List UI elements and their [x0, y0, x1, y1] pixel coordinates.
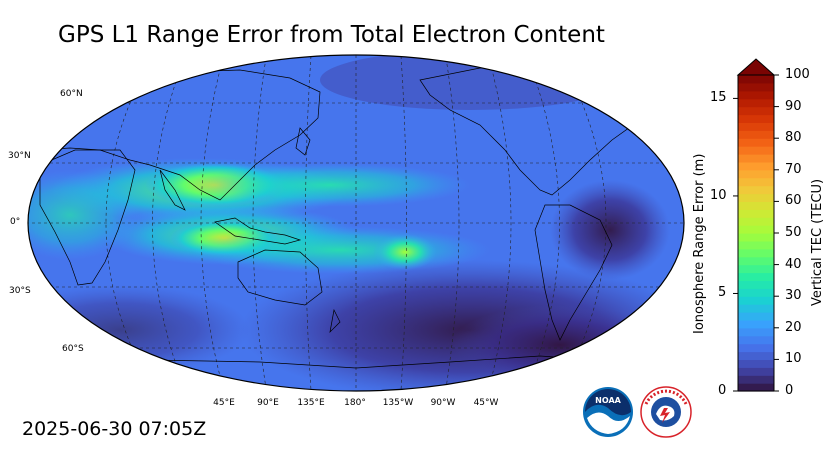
right-tick-label: 80 — [785, 130, 802, 146]
lat-label-0: 0° — [10, 217, 21, 227]
right-axis-label: Vertical TEC (TECU) — [810, 178, 825, 306]
right-tick-label: 100 — [785, 67, 810, 82]
nws-logo — [640, 386, 692, 438]
colorbar-segment — [738, 233, 774, 242]
colorbar-segment — [738, 169, 774, 179]
colorbar-segment — [738, 319, 774, 329]
colorbar-segment — [738, 312, 774, 321]
colorbar-segment — [738, 185, 774, 195]
colorbar-segment — [738, 90, 774, 100]
right-tick-label: 40 — [785, 256, 802, 272]
globe-outline — [27, 54, 685, 392]
colorbar-segment — [738, 146, 774, 155]
colorbar-segment — [738, 367, 774, 376]
right-tick-label: 90 — [785, 98, 802, 114]
noaa-logo: NOAA — [583, 387, 633, 437]
lon-label-45e: 45°E — [213, 398, 235, 408]
left-tick-label: 0 — [718, 383, 727, 398]
colorbar-segment — [738, 272, 774, 281]
colorbar-segment — [738, 296, 774, 305]
colorbar-segment — [738, 122, 774, 131]
left-tick-label: 15 — [710, 90, 727, 106]
colorbar-left-ticks — [733, 97, 738, 392]
colorbar-segment — [738, 130, 774, 139]
colorbar-segment — [738, 193, 774, 202]
colorbar-segment — [738, 114, 774, 123]
colorbar-segment — [738, 304, 774, 313]
colorbar-segment — [738, 209, 774, 218]
colorbar-segment — [738, 106, 774, 116]
colorbar-segment — [738, 256, 774, 266]
lat-label-30s: 30°S — [9, 286, 31, 296]
colorbar-segment — [738, 138, 774, 147]
right-tick-label: 10 — [785, 351, 802, 367]
colorbar-segment — [738, 201, 774, 210]
colorbar-segment — [738, 288, 774, 297]
colorbar-segment — [738, 327, 774, 337]
lon-label-135w: 135°W — [382, 398, 414, 408]
left-axis-label: Ionosphere Range Error (m) — [692, 153, 707, 334]
right-tick-label: 20 — [785, 319, 802, 335]
colorbar-segment — [738, 383, 774, 392]
colorbar-segment — [738, 264, 774, 274]
colorbar-segment — [738, 248, 774, 258]
left-tick-label: 10 — [710, 187, 727, 203]
colorbar-segment — [738, 359, 774, 368]
left-tick-label: 5 — [718, 285, 727, 301]
colorbar-segment — [738, 351, 774, 360]
right-tick-label: 60 — [785, 193, 802, 209]
colorbar-segments — [738, 75, 774, 392]
colorbar-segment — [738, 280, 774, 289]
colorbar-extend-arrow — [736, 58, 776, 76]
lon-label-45w: 45°W — [473, 398, 499, 408]
lat-label-60n: 60°N — [60, 89, 83, 99]
colorbar-segment — [738, 177, 774, 187]
lon-label-135e: 135°E — [297, 398, 325, 408]
colorbar-segment — [738, 240, 774, 250]
lon-label-180: 180° — [344, 398, 366, 408]
colorbar-segment — [738, 75, 774, 84]
colorbar-segment — [738, 225, 774, 234]
noaa-logo-text: NOAA — [595, 396, 621, 405]
lon-label-90e: 90°E — [257, 398, 279, 408]
right-tick-label: 50 — [785, 225, 802, 240]
colorbar-segment — [738, 82, 774, 92]
colorbar-segment — [738, 217, 774, 226]
timestamp: 2025-06-30 07:05Z — [22, 418, 207, 440]
right-tick-label: 70 — [785, 161, 802, 177]
colorbar-right-ticks — [774, 74, 779, 392]
colorbar-segment — [738, 154, 774, 163]
lat-label-30n: 30°N — [8, 151, 31, 161]
right-tick-label: 0 — [785, 383, 794, 398]
map-title: GPS L1 Range Error from Total Electron C… — [58, 22, 605, 48]
colorbar-segment — [738, 335, 774, 345]
lon-label-90w: 90°W — [430, 398, 456, 408]
colorbar-segment — [738, 343, 774, 353]
colorbar-segment — [738, 161, 774, 171]
colorbar-segment — [738, 98, 774, 108]
lat-label-60s: 60°S — [62, 344, 84, 354]
colorbar-segment — [738, 375, 774, 384]
right-tick-label: 30 — [785, 288, 802, 304]
